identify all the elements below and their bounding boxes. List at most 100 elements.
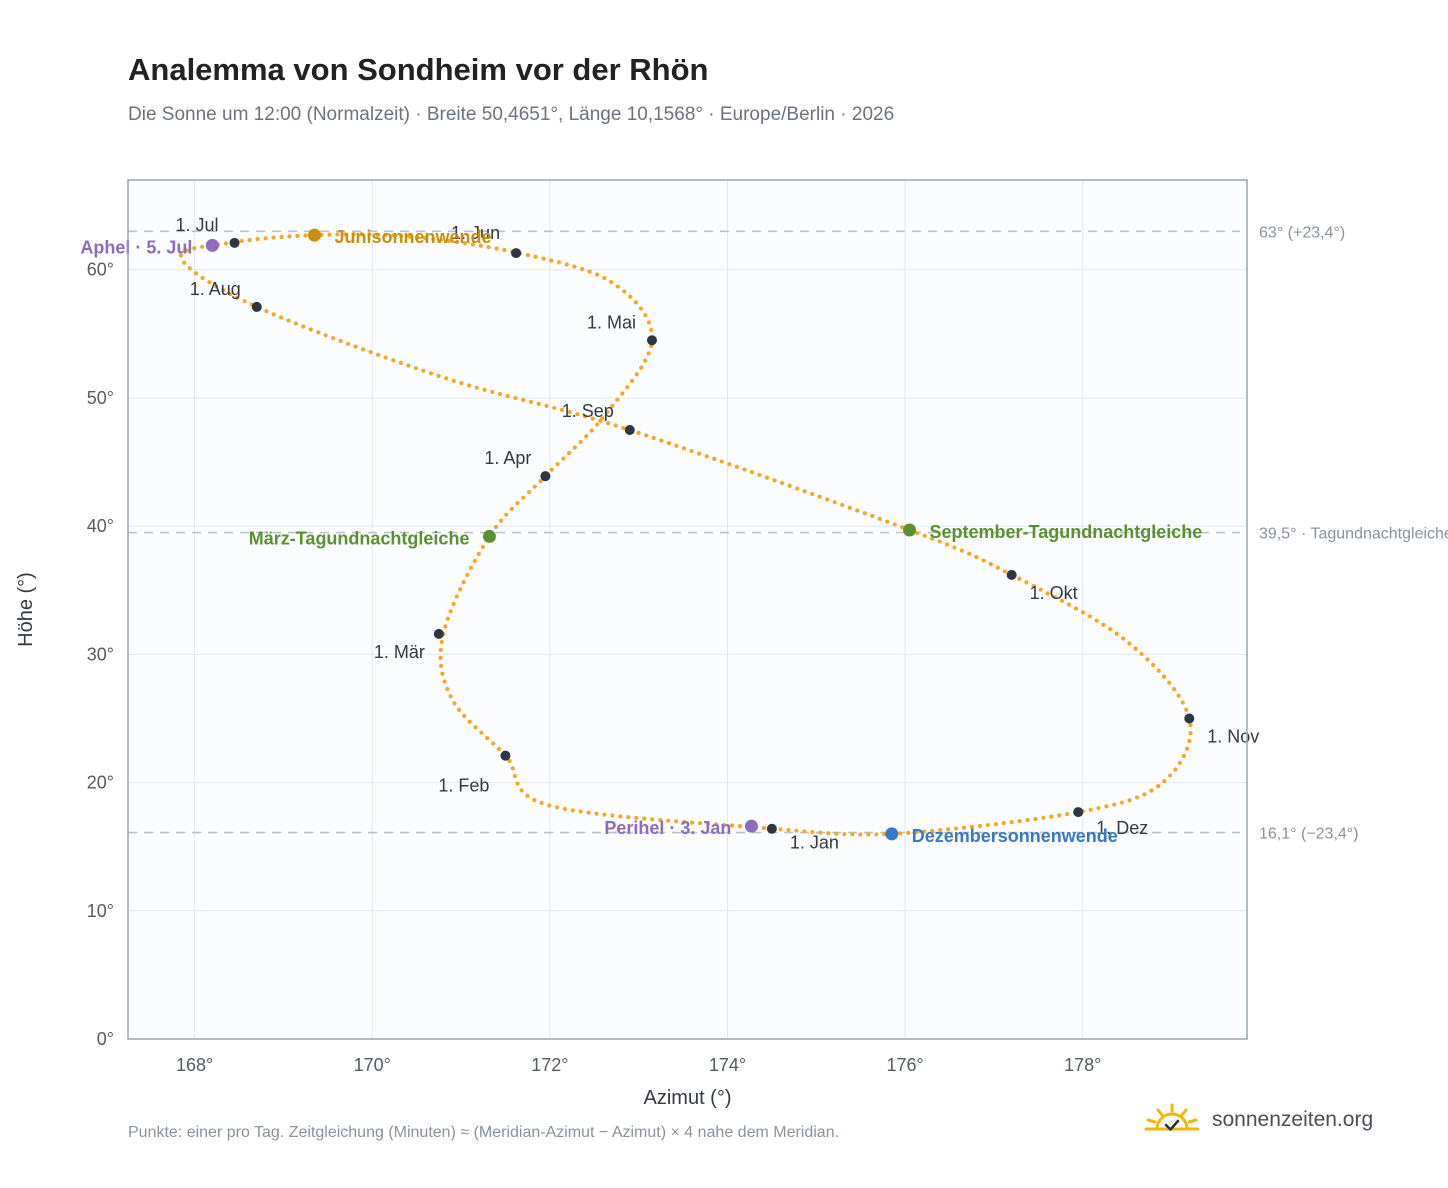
daily-sun-point <box>704 454 709 459</box>
daily-sun-point <box>938 828 943 833</box>
daily-sun-point <box>937 539 942 544</box>
daily-sun-point <box>1094 618 1099 623</box>
daily-sun-point <box>981 558 986 563</box>
daily-sun-point <box>295 233 300 239</box>
daily-sun-point <box>554 805 560 810</box>
daily-sun-point <box>532 797 537 803</box>
daily-sun-point <box>263 236 268 241</box>
daily-sun-point <box>1167 773 1173 778</box>
daily-sun-point <box>549 258 554 263</box>
daily-sun-point <box>674 819 679 824</box>
daily-sun-point <box>1112 802 1117 807</box>
daily-sun-point <box>590 416 595 421</box>
event-label: Aphel · 5. Jul <box>80 237 192 257</box>
daily-sun-point <box>564 262 569 267</box>
daily-sun-point <box>995 565 1001 570</box>
daily-sun-point <box>634 372 639 377</box>
daily-sun-point <box>552 405 557 411</box>
daily-sun-point <box>462 241 468 246</box>
daily-sun-point <box>674 443 679 448</box>
daily-sun-point <box>858 832 863 837</box>
daily-sun-point <box>578 809 583 814</box>
daily-sun-point <box>406 363 411 368</box>
daily-sun-point <box>826 831 831 836</box>
month-label: 1. Nov <box>1207 726 1259 746</box>
daily-sun-point <box>705 821 711 826</box>
y-axis-title: Höhe (°) <box>15 572 37 647</box>
daily-sun-point <box>737 824 743 829</box>
daily-sun-point <box>598 418 603 423</box>
daily-sun-point <box>376 352 381 357</box>
daily-sun-point <box>877 516 882 521</box>
daily-sun-point <box>1025 817 1030 823</box>
daily-sun-point <box>521 397 526 403</box>
daily-sun-point <box>1104 804 1109 809</box>
daily-sun-point <box>622 289 627 294</box>
daily-sun-point <box>930 828 935 833</box>
month-label: 1. Mai <box>587 312 636 332</box>
month-marker <box>1184 713 1195 724</box>
y-tick-label: 30° <box>87 644 114 664</box>
daily-sun-point <box>749 470 755 475</box>
daily-sun-point <box>870 513 875 519</box>
daily-sun-point <box>490 389 495 395</box>
brand-name: sonnenzeiten.org <box>1212 1108 1374 1131</box>
daily-sun-point <box>713 822 719 827</box>
daily-sun-point <box>525 793 530 798</box>
daily-sun-point <box>649 327 654 333</box>
daily-sun-point <box>182 260 187 265</box>
daily-sun-point <box>594 811 599 816</box>
daily-sun-point <box>666 818 671 823</box>
daily-sun-point <box>579 266 585 272</box>
daily-sun-point <box>476 551 481 557</box>
daily-sun-point <box>825 497 830 502</box>
daily-sun-point <box>526 490 532 495</box>
daily-sun-point <box>795 486 800 491</box>
month-marker <box>1006 569 1017 580</box>
daily-sun-point <box>594 422 600 427</box>
daily-sun-point <box>1156 668 1161 673</box>
daily-sun-point <box>1096 805 1101 811</box>
daily-sun-point <box>1180 700 1185 705</box>
daily-sun-point <box>228 291 233 297</box>
daily-sun-point <box>832 500 837 505</box>
daily-sun-point <box>443 624 448 629</box>
daily-sun-point <box>1127 798 1132 803</box>
daily-sun-point <box>436 373 441 378</box>
x-tick-label: 174° <box>709 1055 746 1075</box>
daily-sun-point <box>787 483 792 488</box>
daily-sun-point <box>1145 657 1150 662</box>
daily-sun-point <box>712 456 717 461</box>
y-tick-label: 40° <box>87 516 114 536</box>
event-marker <box>205 238 219 252</box>
month-marker <box>540 471 551 482</box>
daily-sun-point <box>473 725 478 730</box>
daily-sun-point <box>642 816 647 821</box>
daily-sun-point <box>286 318 291 323</box>
daily-sun-point <box>200 275 205 281</box>
daily-sun-point <box>467 383 472 388</box>
daily-sun-point <box>323 333 328 338</box>
daily-sun-point <box>572 264 577 269</box>
daily-sun-point <box>930 536 935 541</box>
daily-sun-point <box>1151 662 1156 668</box>
daily-sun-point <box>439 639 444 645</box>
month-label: 1. Feb <box>438 776 489 796</box>
daily-sun-point <box>507 758 512 764</box>
daily-sun-point <box>634 815 639 821</box>
daily-sun-point <box>1176 693 1181 698</box>
month-label: 1. Dez <box>1096 818 1148 838</box>
daily-sun-point <box>223 241 229 246</box>
reference-line-label: 63° (+23,4°) <box>1259 224 1345 241</box>
daily-sun-point <box>659 438 664 443</box>
daily-sun-point <box>556 260 562 265</box>
daily-sun-point <box>438 663 444 668</box>
daily-sun-point <box>646 320 652 325</box>
daily-sun-point <box>472 558 477 563</box>
daily-sun-point <box>440 671 445 676</box>
x-tick-label: 172° <box>531 1055 568 1075</box>
daily-sun-point <box>407 234 412 239</box>
daily-sun-point <box>584 434 589 439</box>
daily-sun-point <box>538 479 543 484</box>
daily-sun-point <box>772 478 777 483</box>
